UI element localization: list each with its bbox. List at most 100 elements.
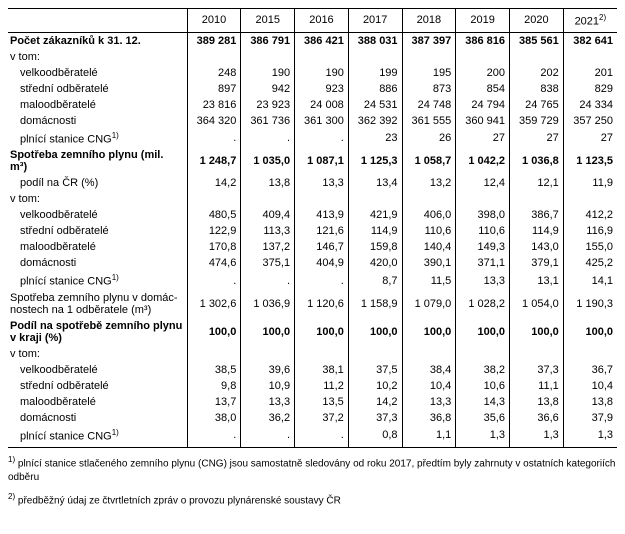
cell [187, 191, 241, 207]
cell: 897 [187, 81, 241, 97]
cell: 24 748 [402, 97, 456, 113]
table-row: maloodběratelé170,8137,2146,7159,8140,41… [8, 239, 617, 255]
cell: 829 [563, 81, 617, 97]
cell: 1 158,9 [348, 290, 402, 318]
cell [563, 191, 617, 207]
cell: 1,3 [563, 426, 617, 447]
cell: 364 320 [187, 113, 241, 129]
col-year-4: 2018 [402, 9, 456, 33]
cell: 13,8 [563, 394, 617, 410]
cell: 114,9 [348, 223, 402, 239]
cell: 404,9 [295, 255, 349, 271]
cell: 38,1 [295, 362, 349, 378]
cell: 406,0 [402, 207, 456, 223]
cell: 24 765 [510, 97, 564, 113]
table-row: podíl na ČR (%)14,213,813,313,413,212,41… [8, 175, 617, 191]
cell [187, 49, 241, 65]
cell: 1 042,2 [456, 147, 510, 175]
cell: 1,3 [456, 426, 510, 447]
header-row: 2010 2015 2016 2017 2018 2019 2020 20212… [8, 9, 617, 33]
cell: 100,0 [348, 318, 402, 346]
table-row: domácnosti474,6375,1404,9420,0390,1371,1… [8, 255, 617, 271]
cell: 390,1 [402, 255, 456, 271]
cell: 10,4 [563, 378, 617, 394]
cell: 420,0 [348, 255, 402, 271]
cell: 37,2 [295, 410, 349, 426]
cell: 11,5 [402, 271, 456, 290]
cell: 409,4 [241, 207, 295, 223]
cell: 13,4 [348, 175, 402, 191]
table-row: v tom: [8, 346, 617, 362]
cell: 480,5 [187, 207, 241, 223]
cell: 357 250 [563, 113, 617, 129]
cell: 1 248,7 [187, 147, 241, 175]
row-label: střední odběratelé [8, 378, 187, 394]
table-row: v tom: [8, 191, 617, 207]
cell: 113,3 [241, 223, 295, 239]
footnotes: 1) plnící stanice stlačeného zemního ply… [8, 454, 617, 509]
col-year-6: 2020 [510, 9, 564, 33]
row-label: střední odběratelé [8, 223, 187, 239]
cell: 1 036,9 [241, 290, 295, 318]
cell: 38,4 [402, 362, 456, 378]
cell: 11,9 [563, 175, 617, 191]
table-row: velkoodběratelé248190190199195200202201 [8, 65, 617, 81]
cell: 100,0 [241, 318, 295, 346]
table-row: plnící stanice CNG1)...2326272727 [8, 129, 617, 148]
row-label: plnící stanice CNG1) [8, 271, 187, 290]
cell: 1 036,8 [510, 147, 564, 175]
cell: 412,2 [563, 207, 617, 223]
cell: 38,0 [187, 410, 241, 426]
cell: 10,4 [402, 378, 456, 394]
col-year-3: 2017 [348, 9, 402, 33]
table-row: střední odběratelé122,9113,3121,6114,911… [8, 223, 617, 239]
cell: 387 397 [402, 32, 456, 49]
table-row: Podíl na spotřebě zemního plynu v kraji … [8, 318, 617, 346]
cell: 14,2 [187, 175, 241, 191]
cell: 37,3 [348, 410, 402, 426]
cell: 1 035,0 [241, 147, 295, 175]
cell: 140,4 [402, 239, 456, 255]
cell [402, 49, 456, 65]
cell: 11,2 [295, 378, 349, 394]
cell: 27 [510, 129, 564, 148]
cell: 100,0 [563, 318, 617, 346]
cell: 359 729 [510, 113, 564, 129]
row-label: maloodběratelé [8, 97, 187, 113]
row-label: Počet zákazníků k 31. 12. [8, 32, 187, 49]
cell: . [241, 129, 295, 148]
table-row: střední odběratelé8979429238868738548388… [8, 81, 617, 97]
cell: 1 123,5 [563, 147, 617, 175]
cell [241, 191, 295, 207]
cell: . [295, 426, 349, 447]
cell: 195 [402, 65, 456, 81]
row-label: domácnosti [8, 113, 187, 129]
table-row: domácnosti38,036,237,237,336,835,636,637… [8, 410, 617, 426]
row-label: podíl na ČR (%) [8, 175, 187, 191]
cell [241, 346, 295, 362]
cell: . [295, 129, 349, 148]
cell: 421,9 [348, 207, 402, 223]
table-row: plnící stanice CNG1)...0,81,11,31,31,3 [8, 426, 617, 447]
cell [348, 346, 402, 362]
cell: 360 941 [456, 113, 510, 129]
cell: 24 794 [456, 97, 510, 113]
cell: 12,1 [510, 175, 564, 191]
cell: 100,0 [187, 318, 241, 346]
cell: 200 [456, 65, 510, 81]
cell: 26 [402, 129, 456, 148]
cell: 110,6 [456, 223, 510, 239]
cell: 159,8 [348, 239, 402, 255]
cell [295, 49, 349, 65]
cell: 100,0 [295, 318, 349, 346]
cell: 14,2 [348, 394, 402, 410]
row-label: Spotřeba zemního plynu v domác-nostech n… [8, 290, 187, 318]
cell: 13,3 [241, 394, 295, 410]
cell: 36,7 [563, 362, 617, 378]
table-row: plnící stanice CNG1)...8,711,513,313,114… [8, 271, 617, 290]
cell: 13,3 [402, 394, 456, 410]
cell: 413,9 [295, 207, 349, 223]
cell: 14,1 [563, 271, 617, 290]
cell: 27 [563, 129, 617, 148]
footnote: 1) plnící stanice stlačeného zemního ply… [8, 454, 617, 485]
